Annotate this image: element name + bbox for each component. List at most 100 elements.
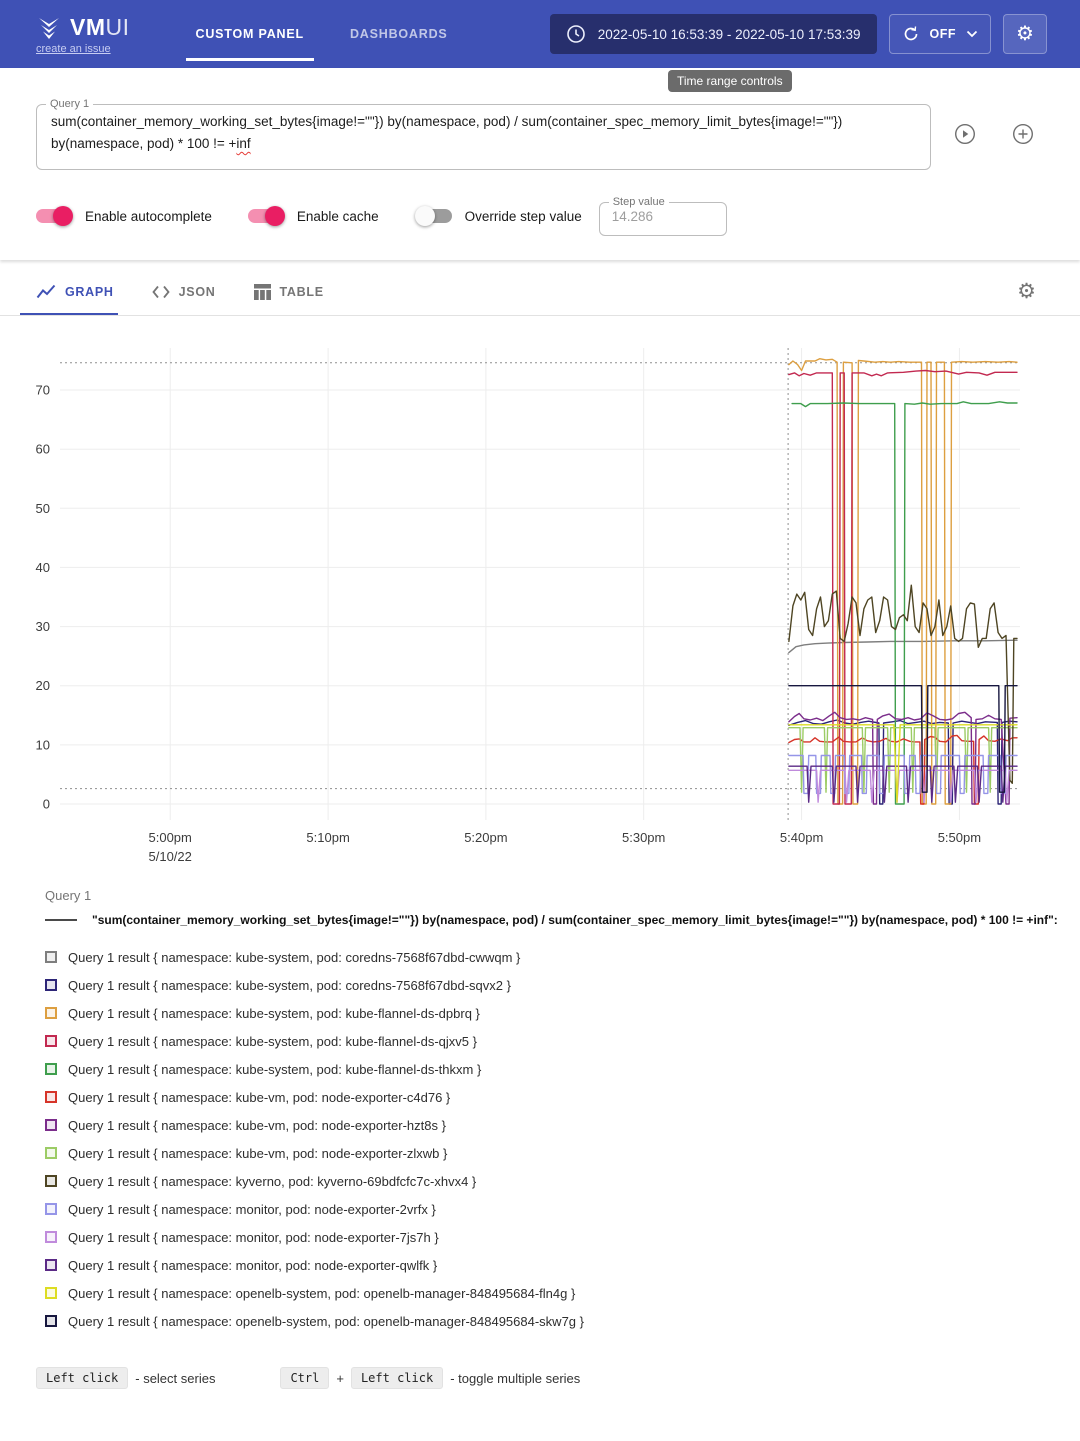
legend-item[interactable]: Query 1 result { namespace: kube-system,…: [45, 999, 1080, 1027]
override-step-toggle[interactable]: [414, 206, 452, 226]
svg-text:5:30pm: 5:30pm: [622, 830, 665, 845]
autocomplete-toggle-label: Enable autocomplete: [85, 208, 212, 224]
chart-legend: Query 1 "sum(container_memory_working_se…: [45, 888, 1080, 1335]
legend-item[interactable]: Query 1 result { namespace: monitor, pod…: [45, 1195, 1080, 1223]
legend-item-label: Query 1 result { namespace: kube-vm, pod…: [68, 1089, 451, 1105]
hint-toggle-series: - toggle multiple series: [450, 1370, 581, 1386]
legend-item-label: Query 1 result { namespace: openelb-syst…: [68, 1313, 584, 1329]
legend-color-swatch: [45, 1231, 57, 1243]
legend-item-label: Query 1 result { namespace: kube-system,…: [68, 1005, 480, 1021]
legend-color-swatch: [45, 1063, 57, 1075]
graph-panel: GRAPH JSON TABLE ⚙ 0 10 20 30 40 50 60 70 5:00pm…: [0, 268, 1080, 1389]
kbd-left-click-2: Left click: [350, 1367, 444, 1389]
hint-select-series: - select series: [135, 1370, 216, 1386]
legend-color-swatch: [45, 1035, 57, 1047]
query-input[interactable]: Query 1 sum(container_memory_working_set…: [36, 98, 931, 170]
svg-text:60: 60: [36, 442, 50, 457]
svg-text:5:00pm: 5:00pm: [149, 830, 192, 845]
play-icon: [953, 123, 977, 149]
legend-item[interactable]: Query 1 result { namespace: openelb-syst…: [45, 1279, 1080, 1307]
execute-query-button[interactable]: [953, 122, 977, 146]
gear-icon: ⚙: [1017, 280, 1036, 303]
legend-color-swatch: [45, 1287, 57, 1299]
graph-settings-button[interactable]: ⚙: [1017, 281, 1036, 302]
svg-text:50: 50: [36, 501, 50, 516]
time-range-button[interactable]: 2022-05-10 16:53:39 - 2022-05-10 17:53:3…: [549, 14, 877, 54]
legend-item[interactable]: Query 1 result { namespace: kube-vm, pod…: [45, 1111, 1080, 1139]
legend-item[interactable]: Query 1 result { namespace: openelb-syst…: [45, 1307, 1080, 1335]
plus-icon: [1011, 123, 1035, 149]
header-tabs: CUSTOM PANEL DASHBOARDS: [185, 0, 448, 68]
code-icon: [151, 285, 170, 299]
legend-color-swatch: [45, 951, 57, 963]
logo-block: VMUI create an issue: [36, 14, 130, 55]
legend-item[interactable]: Query 1 result { namespace: monitor, pod…: [45, 1223, 1080, 1251]
legend-color-swatch: [45, 1007, 57, 1019]
svg-text:30: 30: [36, 619, 50, 634]
svg-text:5/10/22: 5/10/22: [149, 849, 192, 864]
tab-json[interactable]: JSON: [151, 268, 216, 315]
legend-query-label: "sum(container_memory_working_set_bytes{…: [92, 913, 1058, 927]
legend-color-swatch: [45, 1147, 57, 1159]
kbd-left-click: Left click: [36, 1367, 129, 1389]
autorefresh-label: OFF: [929, 27, 956, 41]
legend-item[interactable]: Query 1 result { namespace: kube-system,…: [45, 1027, 1080, 1055]
vmui-logo[interactable]: VMUI: [36, 14, 130, 41]
legend-item-label: Query 1 result { namespace: kube-vm, pod…: [68, 1117, 446, 1133]
tab-table[interactable]: TABLE: [253, 268, 324, 315]
app-header: VMUI create an issue CUSTOM PANEL DASHBO…: [0, 0, 1080, 68]
legend-color-swatch: [45, 1203, 57, 1215]
plus-separator: +: [336, 1370, 344, 1386]
add-query-button[interactable]: [1011, 122, 1035, 146]
query-panel: Query 1 sum(container_memory_working_set…: [0, 68, 1080, 260]
kbd-ctrl: Ctrl: [280, 1367, 330, 1389]
legend-item-label: Query 1 result { namespace: kube-system,…: [68, 1033, 477, 1049]
legend-group-title: Query 1: [45, 888, 92, 903]
brand-title: VMUI: [70, 13, 130, 40]
create-issue-link[interactable]: create an issue: [36, 42, 111, 55]
hint-group-2: Ctrl + Left click - toggle multiple seri…: [280, 1367, 580, 1389]
query-options-row: Enable autocomplete Enable cache Overrid…: [36, 196, 1080, 236]
tab-custom-panel[interactable]: CUSTOM PANEL: [185, 0, 315, 68]
legend-item[interactable]: Query 1 result { namespace: kube-vm, pod…: [45, 1139, 1080, 1167]
svg-text:5:20pm: 5:20pm: [464, 830, 507, 845]
legend-color-swatch: [45, 1091, 57, 1103]
graph-icon: [36, 284, 56, 300]
legend-item[interactable]: Query 1 result { namespace: kube-system,…: [45, 1055, 1080, 1083]
legend-color-swatch: [45, 979, 57, 991]
svg-text:70: 70: [36, 383, 50, 398]
cache-toggle[interactable]: [247, 206, 285, 226]
step-value-field[interactable]: Step value 14.286: [598, 196, 727, 236]
chart-area: 0 10 20 30 40 50 60 70 5:00pm 5/10/22 5:10pm 5:20pm…: [0, 326, 1080, 876]
legend-item-label: Query 1 result { namespace: kube-system,…: [68, 949, 521, 965]
legend-hints: Left click - select series Ctrl + Left c…: [36, 1367, 1080, 1389]
svg-text:20: 20: [36, 678, 50, 693]
tab-graph[interactable]: GRAPH: [20, 268, 118, 315]
legend-query-row: "sum(container_memory_working_set_bytes{…: [45, 913, 1080, 927]
table-icon: [253, 283, 271, 300]
svg-text:40: 40: [36, 560, 50, 575]
misspelled-word: inf: [236, 136, 251, 151]
line-chart[interactable]: 0 10 20 30 40 50 60 70 5:00pm 5/10/22 5:10pm 5:20pm…: [0, 326, 1080, 876]
query-text[interactable]: sum(container_memory_working_set_bytes{i…: [51, 114, 843, 151]
tab-dashboards[interactable]: DASHBOARDS: [349, 27, 448, 41]
vmui-logo-icon: [36, 14, 62, 40]
legend-item-label: Query 1 result { namespace: kyverno, pod…: [68, 1173, 477, 1189]
legend-item[interactable]: Query 1 result { namespace: monitor, pod…: [45, 1251, 1080, 1279]
legend-item[interactable]: Query 1 result { namespace: kyverno, pod…: [45, 1167, 1080, 1195]
step-value-input[interactable]: 14.286: [611, 209, 654, 224]
legend-item[interactable]: Query 1 result { namespace: kube-system,…: [45, 971, 1080, 999]
legend-color-swatch: [45, 1315, 57, 1327]
legend-item-label: Query 1 result { namespace: kube-vm, pod…: [68, 1145, 448, 1161]
legend-item[interactable]: Query 1 result { namespace: kube-vm, pod…: [45, 1083, 1080, 1111]
legend-item-label: Query 1 result { namespace: openelb-syst…: [68, 1285, 576, 1301]
refresh-icon: [902, 25, 920, 43]
header-settings-button[interactable]: ⚙: [1003, 14, 1047, 54]
query-field-label: Query 1: [50, 98, 90, 110]
legend-item[interactable]: Query 1 result { namespace: kube-system,…: [45, 943, 1080, 971]
header-controls: 2022-05-10 16:53:39 - 2022-05-10 17:53:3…: [549, 14, 1047, 54]
legend-color-swatch: [45, 1119, 57, 1131]
autorefresh-control[interactable]: OFF: [888, 14, 991, 54]
autocomplete-toggle[interactable]: [36, 206, 73, 226]
view-tabs: GRAPH JSON TABLE ⚙: [0, 268, 1080, 316]
